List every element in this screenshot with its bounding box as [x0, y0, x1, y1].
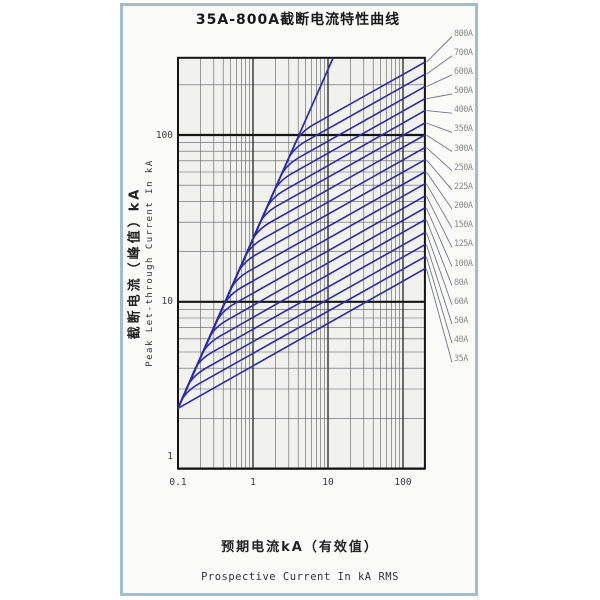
curve-label: 350A	[454, 124, 473, 135]
y-tick-label: 10	[161, 296, 173, 308]
x-tick-label: 10	[322, 477, 334, 488]
curve-label: 700A	[454, 47, 473, 58]
curve-label: 60A	[454, 296, 468, 307]
curve-label: 225A	[454, 181, 473, 192]
curve-label: 400A	[454, 105, 473, 116]
curve-label: 150A	[454, 220, 473, 231]
y-axis-label-cn: 截断电流（峰值）kA	[127, 186, 143, 340]
y-tick-label: 1	[167, 450, 173, 462]
curve-label: 200A	[454, 201, 473, 212]
y-axis-label-en: Peak Let-through Current In kA	[145, 159, 155, 367]
chart-title: 35A-800A截断电流特性曲线	[195, 12, 401, 28]
curve-label: 600A	[454, 66, 473, 77]
x-tick-label: 100	[394, 477, 412, 488]
curve-label: 500A	[454, 86, 473, 96]
curve-label: 40A	[454, 335, 468, 346]
curve-label: 80A	[454, 277, 468, 288]
curve-label: 50A	[454, 316, 468, 327]
curve-label: 300A	[454, 143, 473, 154]
x-axis-label-cn: 预期电流kA（有效值）	[221, 540, 379, 555]
chart-panel	[120, 3, 478, 596]
curve-label: 250A	[454, 162, 473, 173]
curve-label: 800A	[454, 28, 473, 39]
x-axis-label-en: Prospective Current In kA RMS	[201, 571, 399, 583]
curve-label: 35A	[454, 354, 468, 365]
curve-label: 125A	[454, 239, 473, 250]
y-tick-label: 100	[155, 129, 173, 141]
x-tick-label: 0.1	[169, 477, 187, 488]
curve-label: 100A	[454, 258, 473, 269]
x-tick-label: 1	[250, 477, 256, 488]
